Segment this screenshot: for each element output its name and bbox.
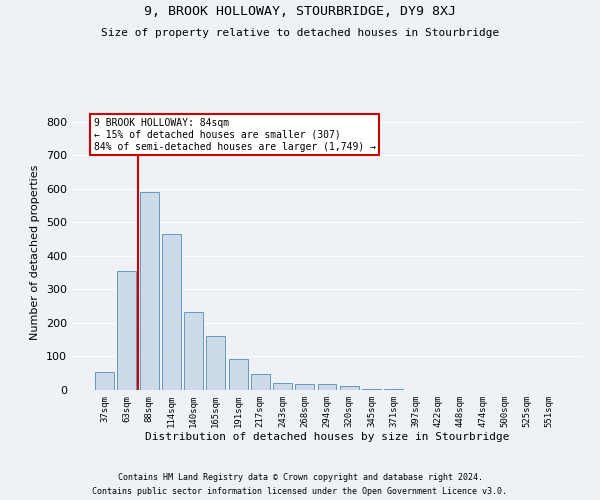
Bar xyxy=(95,372,114,390)
Text: 9, BROOK HOLLOWAY, STOURBRIDGE, DY9 8XJ: 9, BROOK HOLLOWAY, STOURBRIDGE, DY9 8XJ xyxy=(144,5,456,18)
Bar xyxy=(340,386,359,390)
Bar xyxy=(118,271,136,390)
Bar xyxy=(295,384,314,390)
Bar xyxy=(273,382,292,390)
Text: Contains HM Land Registry data © Crown copyright and database right 2024.: Contains HM Land Registry data © Crown c… xyxy=(118,472,482,482)
Bar xyxy=(229,359,248,390)
Text: Distribution of detached houses by size in Stourbridge: Distribution of detached houses by size … xyxy=(145,432,509,442)
Text: Size of property relative to detached houses in Stourbridge: Size of property relative to detached ho… xyxy=(101,28,499,38)
Bar xyxy=(251,374,270,390)
Y-axis label: Number of detached properties: Number of detached properties xyxy=(31,165,40,340)
Text: Contains public sector information licensed under the Open Government Licence v3: Contains public sector information licen… xyxy=(92,488,508,496)
Bar xyxy=(206,336,225,390)
Bar xyxy=(140,192,158,390)
Bar xyxy=(362,388,381,390)
Text: 9 BROOK HOLLOWAY: 84sqm
← 15% of detached houses are smaller (307)
84% of semi-d: 9 BROOK HOLLOWAY: 84sqm ← 15% of detache… xyxy=(94,118,376,152)
Bar xyxy=(317,384,337,390)
Bar xyxy=(162,234,181,390)
Bar xyxy=(184,312,203,390)
